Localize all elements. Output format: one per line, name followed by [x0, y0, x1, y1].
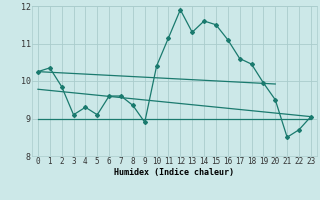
X-axis label: Humidex (Indice chaleur): Humidex (Indice chaleur): [115, 168, 234, 177]
